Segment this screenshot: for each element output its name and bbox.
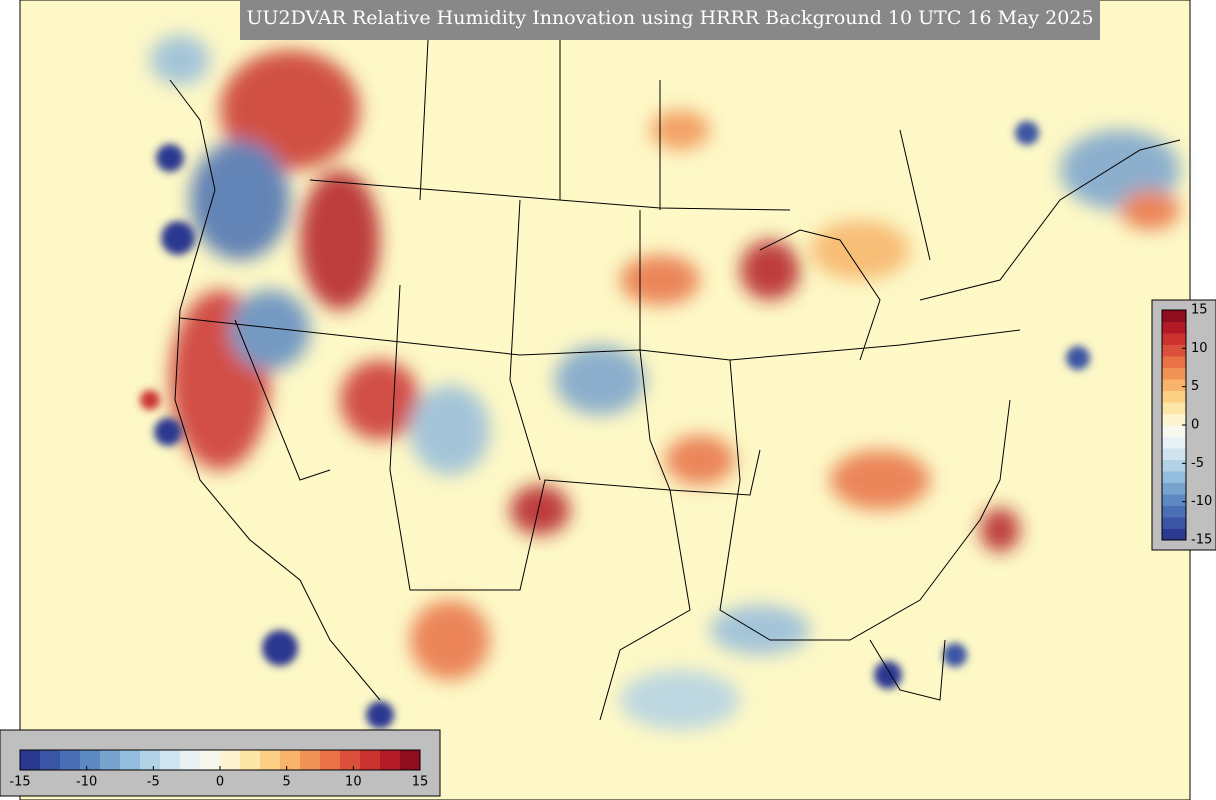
colorbar-segment [1162, 356, 1186, 368]
colorbar-tick-label: 10 [1191, 341, 1208, 356]
colorbar-segment [1162, 448, 1186, 460]
colorbar-segment [1162, 425, 1186, 437]
colorbar-tick-label: -15 [9, 775, 30, 790]
colorbar-segment [1162, 390, 1186, 403]
colorbar-segment [1162, 310, 1186, 322]
colorbar-segment [40, 750, 61, 770]
colorbar-segment [1162, 482, 1186, 495]
colorbar-tick-label: -15 [1191, 533, 1212, 548]
colorbar-segment [1162, 402, 1186, 414]
colorbar-segment [340, 750, 361, 770]
colorbar-tick-label: 15 [1191, 303, 1208, 318]
colorbar-segment [200, 750, 221, 770]
colorbar-segment [1162, 471, 1186, 483]
colorbar-segment [260, 750, 281, 770]
colorbar-segment [160, 750, 181, 770]
colorbar-segment [1162, 494, 1186, 506]
colorbar-segment [1162, 517, 1186, 529]
colorbar-segment [1162, 413, 1186, 426]
colorbar-segment [1162, 344, 1186, 357]
colorbar-segment [280, 750, 301, 770]
colorbar-segment [180, 750, 201, 770]
colorbar-segment [380, 750, 401, 770]
colorbar-segment [1162, 379, 1186, 391]
colorbar-tick-label: 0 [216, 775, 224, 790]
colorbar-segment [1162, 321, 1186, 334]
colorbar-segment [100, 750, 121, 770]
colorbar-segment [20, 750, 41, 770]
colorbar-tick-label: -5 [1191, 456, 1204, 471]
colorbar-segment [300, 750, 321, 770]
colorbar-segment [1162, 367, 1186, 380]
colorbar-segment [320, 750, 341, 770]
map-title: UU2DVAR Relative Humidity Innovation usi… [246, 7, 1093, 29]
colorbar-segment [60, 750, 81, 770]
colorbar-tick-label: 5 [1191, 379, 1199, 394]
colorbar-segment [120, 750, 141, 770]
colorbar-vertical: 15 10 5 0 -5 -10 -15 [1161, 303, 1212, 548]
colorbar-tick-label: 5 [283, 775, 291, 790]
colorbar-tick-label: -5 [147, 775, 160, 790]
colorbar-tick-label: -10 [1191, 494, 1212, 509]
colorbar-segment [360, 750, 381, 770]
colorbar-horizontal: -15 -10 -5 0 5 10 15 [9, 749, 429, 790]
coastal-blobs [140, 121, 1090, 729]
colorbar-segment [1162, 459, 1186, 472]
colorbar-tick-label: 15 [412, 775, 429, 790]
colorbar-tick-label: 10 [345, 775, 362, 790]
colorbar-segment [140, 750, 161, 770]
colorbar-segment [1162, 528, 1186, 541]
title-box [240, 0, 1100, 40]
colorbar-tick-label: 0 [1191, 418, 1199, 433]
colorbar-segment [1162, 505, 1186, 518]
colorbar-segment [240, 750, 261, 770]
boundaries [169, 0, 1181, 721]
colorbar-tick-label: -10 [76, 775, 97, 790]
colorbar-segment [1162, 333, 1186, 345]
colorbar-segment [80, 750, 101, 770]
colorbar-segment [1162, 436, 1186, 449]
colorbar-segment [220, 750, 241, 770]
colorbar-segment [400, 750, 421, 770]
